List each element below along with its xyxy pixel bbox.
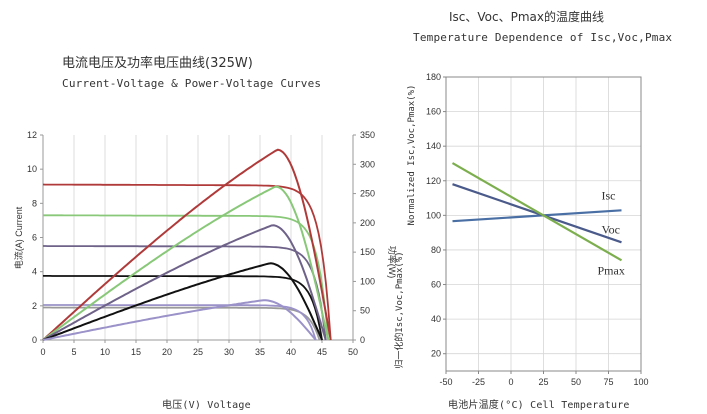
y-tick-label: 100 (426, 210, 441, 220)
right-chart: -50 -25 0 25 50 75 100 20 40 60 80 100 120 140 160 180 N… (393, 72, 649, 387)
series-line-voc (452, 183, 622, 244)
right-chart-ylabel: 归一化的Isc,Voc,Pmax(%) (393, 251, 405, 368)
x-tick-label: 40 (286, 347, 296, 357)
left-chart-ylabel-right: 功率(W) (387, 246, 398, 279)
y-tick-label: 120 (426, 176, 441, 186)
x-tick-label: 10 (100, 347, 110, 357)
x-tick-label: 0 (40, 347, 45, 357)
series-line-pmax (451, 162, 623, 262)
right-chart-subtitle: Temperature Dependence of Isc,Voc,Pmax (413, 31, 673, 44)
iv-curve-4 (43, 306, 321, 341)
left-chart-title: 电流电压及功率电压曲线(325W) (62, 56, 253, 71)
iv-curve-2 (43, 245, 327, 341)
y-left-tick-label: 12 (27, 130, 37, 140)
y-tick-label: 60 (431, 280, 441, 290)
pv-curve-3 (42, 262, 323, 341)
y-right-tick-label: 0 (360, 335, 365, 345)
y-right-tick-label: 150 (360, 247, 375, 257)
series-label-pmax: Pmax (598, 263, 625, 277)
x-tick-label: 100 (633, 377, 648, 387)
right-chart-title: Isc、Voc、Pmax的温度曲线 (449, 10, 604, 24)
y-tick-label: 40 (431, 314, 441, 324)
x-tick-label: -25 (472, 377, 485, 387)
y-tick-label: 180 (426, 72, 441, 82)
series-label-isc: Isc (602, 188, 616, 202)
x-tick-label: 45 (317, 347, 327, 357)
iv-curve-0 (42, 183, 332, 341)
x-tick-label: -50 (439, 377, 452, 387)
left-chart-xlabel: 电压(V) Voltage (162, 400, 251, 411)
y-right-tick-label: 200 (360, 218, 375, 228)
series-label-voc: Voc (602, 222, 620, 236)
x-tick-label: 75 (603, 377, 613, 387)
x-tick-label: 5 (71, 347, 76, 357)
right-chart-ylabel-en: Normalized Isc,Voc,Pmax(%) (407, 85, 417, 226)
left-chart-ylabel-left: 电流(A) Current (13, 206, 24, 269)
y-right-tick-label: 300 (360, 159, 375, 169)
y-right-tick-label: 100 (360, 276, 375, 286)
series-line-isc (452, 209, 622, 223)
x-tick-label: 50 (348, 347, 358, 357)
x-tick-label: 15 (131, 347, 141, 357)
y-right-tick-label: 50 (360, 306, 370, 316)
pv-curve-1 (42, 185, 330, 341)
iv-curve-3 (43, 274, 323, 341)
x-tick-label: 25 (193, 347, 203, 357)
y-left-tick-label: 0 (32, 335, 37, 345)
pv-curve-0 (42, 148, 332, 341)
y-tick-label: 140 (426, 141, 441, 151)
pv-curve-2 (42, 224, 327, 341)
y-left-tick-label: 4 (32, 267, 37, 277)
x-tick-label: 30 (224, 347, 234, 357)
y-right-tick-label: 350 (360, 130, 375, 140)
x-tick-label: 20 (162, 347, 172, 357)
x-tick-label: 35 (255, 347, 265, 357)
iv-curve-5 (43, 304, 317, 341)
y-left-tick-label: 10 (27, 164, 37, 174)
left-chart: 0 5 10 15 20 25 30 35 40 45 5002468101205010015020… (13, 130, 398, 357)
x-tick-label: 25 (538, 377, 548, 387)
y-tick-label: 20 (431, 349, 441, 359)
y-right-tick-label: 250 (360, 189, 375, 199)
pv-curve-4 (42, 299, 317, 341)
y-left-tick-label: 2 (32, 301, 37, 311)
x-tick-label: 50 (571, 377, 581, 387)
y-tick-label: 160 (426, 107, 441, 117)
y-left-tick-label: 6 (32, 233, 37, 243)
x-tick-label: 0 (508, 377, 513, 387)
left-chart-subtitle: Current-Voltage & Power-Voltage Curves (62, 77, 322, 90)
right-chart-xlabel: 电池片温度(°C) Cell Temperature (448, 400, 630, 411)
y-tick-label: 80 (431, 245, 441, 255)
y-left-tick-label: 8 (32, 198, 37, 208)
